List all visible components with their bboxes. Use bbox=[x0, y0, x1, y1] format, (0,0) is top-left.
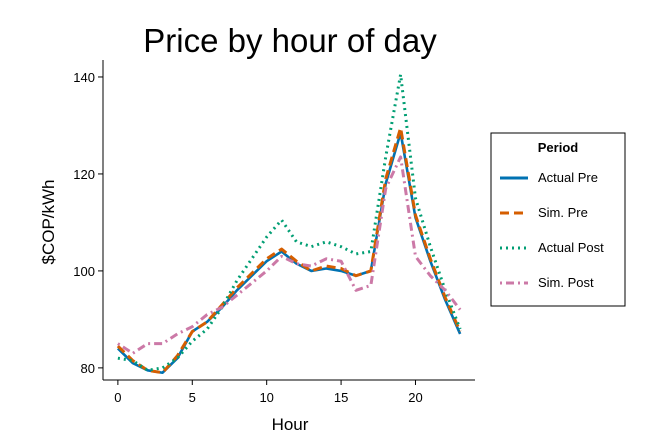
series-line-sim-post bbox=[117, 155, 462, 355]
y-axis-label: $COP/kWh bbox=[39, 179, 58, 264]
series-line-sim-pre bbox=[116, 126, 462, 375]
legend-label-sim-post: Sim. Post bbox=[538, 275, 594, 290]
legend-title: Period bbox=[538, 140, 579, 155]
y-ticks: 80 100 120 140 bbox=[73, 70, 103, 376]
legend-items: Actual Pre Sim. Pre Actual Post Sim. Post bbox=[500, 170, 604, 290]
x-tick-label: 20 bbox=[408, 390, 422, 405]
series-line-actual-post bbox=[117, 73, 462, 372]
legend-label-sim-pre: Sim. Pre bbox=[538, 205, 588, 220]
chart-title: Price by hour of day bbox=[143, 22, 437, 59]
legend-label-actual-post: Actual Post bbox=[538, 240, 604, 255]
plot-axes bbox=[102, 60, 475, 381]
x-tick-label: 5 bbox=[189, 390, 196, 405]
y-tick-label: 120 bbox=[73, 167, 95, 182]
legend-box bbox=[490, 132, 626, 307]
x-axis-label: Hour bbox=[272, 415, 309, 434]
y-tick-label: 100 bbox=[73, 264, 95, 279]
x-ticks: 0 5 10 15 20 bbox=[114, 380, 423, 405]
series-line-actual-pre bbox=[116, 131, 462, 375]
y-tick-label: 140 bbox=[73, 70, 95, 85]
series-lines bbox=[116, 73, 462, 375]
y-tick-label: 80 bbox=[81, 361, 95, 376]
x-tick-label: 15 bbox=[334, 390, 348, 405]
legend: Period Actual Pre Sim. Pre Actual Post Sim.… bbox=[490, 132, 626, 307]
x-tick-label: 10 bbox=[259, 390, 273, 405]
x-tick-label: 0 bbox=[114, 390, 121, 405]
legend-label-actual-pre: Actual Pre bbox=[538, 170, 598, 185]
